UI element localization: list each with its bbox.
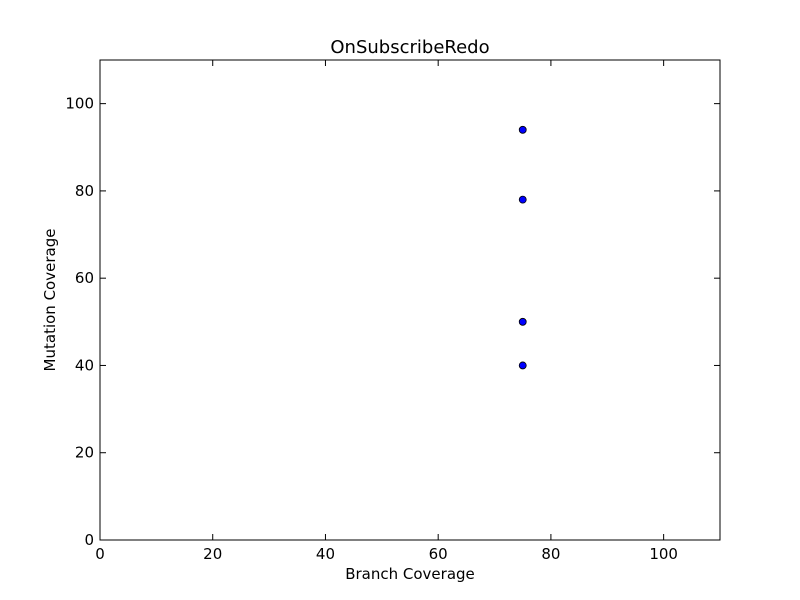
y-tick-label: 100 <box>65 95 94 113</box>
data-point <box>518 195 527 204</box>
x-tick-label: 100 <box>649 545 678 563</box>
y-axis-label: Mutation Coverage <box>41 229 59 372</box>
x-tick-label: 60 <box>429 545 448 563</box>
y-tick-label: 20 <box>75 444 94 462</box>
x-tick-label: 80 <box>541 545 560 563</box>
x-tick-label: 20 <box>203 545 222 563</box>
x-tick-label: 40 <box>316 545 335 563</box>
data-points <box>518 125 527 370</box>
y-tick-label: 80 <box>75 182 94 200</box>
y-tick-label: 40 <box>75 356 94 374</box>
y-tick-label: 60 <box>75 269 94 287</box>
axis-ticks <box>99 60 720 541</box>
y-tick-label: 0 <box>84 531 94 549</box>
x-axis-label: Branch Coverage <box>345 565 475 583</box>
plot-area <box>99 59 721 541</box>
data-point <box>518 361 527 370</box>
data-point <box>518 317 527 326</box>
chart-title: OnSubscribeRedo <box>330 37 489 58</box>
data-point <box>518 125 527 134</box>
x-tick-label: 0 <box>95 545 105 563</box>
axis-tick-labels: 0 20 40 60 80 100 0 20 40 60 80 100 <box>65 95 678 563</box>
